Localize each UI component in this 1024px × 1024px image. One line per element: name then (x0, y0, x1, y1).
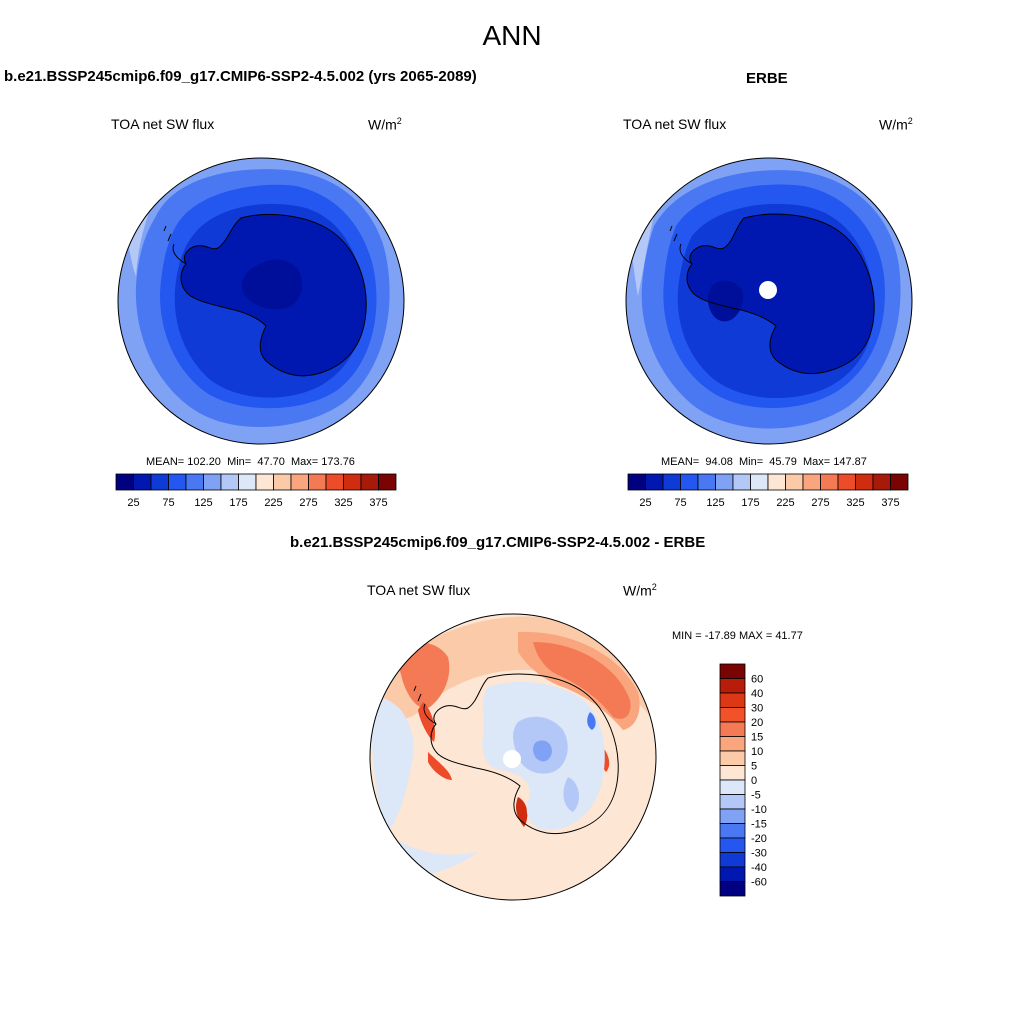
model-colorbar-swatch (220, 473, 239, 491)
panel-diff-title: b.e21.BSSP245cmip6.f09_g17.CMIP6-SSP2-4.… (290, 534, 706, 551)
diff-colorbar-tick-label: 10 (751, 746, 763, 758)
model-colorbar-tick-label: 275 (299, 497, 317, 509)
model-colorbar-swatch (255, 473, 274, 491)
obs-colorbar-swatch (785, 473, 804, 491)
diff-colorbar-tick-label: 30 (751, 703, 763, 715)
diff-colorbar-tick-label: 0 (751, 775, 757, 787)
model-colorbar-swatch (115, 473, 134, 491)
model-colorbar-swatch (273, 473, 292, 491)
obs-colorbar-swatch (872, 473, 891, 491)
model-colorbar-swatch (203, 473, 222, 491)
diff-colorbar-tick-label: 20 (751, 717, 763, 729)
model-colorbar-swatch (343, 473, 362, 491)
panel-diff-stats: MIN = -17.89 MAX = 41.77 (672, 630, 803, 642)
panel-model-map (117, 157, 405, 445)
diff-colorbar-tick-label: -10 (751, 804, 767, 816)
diff-colorbar-swatch (719, 721, 746, 737)
diff-colorbar-swatch (719, 750, 746, 766)
obs-colorbar-swatch (820, 473, 839, 491)
panel-obs-var-label: TOA net SW flux (623, 116, 727, 132)
diff-colorbar-swatch (719, 736, 746, 752)
obs-colorbar-swatch (732, 473, 751, 491)
obs-colorbar-tick-label: 325 (846, 497, 864, 509)
model-colorbar-swatch (378, 473, 397, 491)
model-colorbar-tick-label: 75 (162, 497, 174, 509)
model-colorbar-swatch (168, 473, 187, 491)
diff-colorbar-tick-label: -15 (751, 819, 767, 831)
obs-colorbar-swatch (697, 473, 716, 491)
panel-diff-map (369, 613, 657, 901)
diff-colorbar-swatch (719, 707, 746, 723)
panel-obs-map (625, 157, 913, 445)
diff-colorbar-swatch (719, 866, 746, 882)
diff-colorbar-tick-label: 40 (751, 688, 763, 700)
diff-colorbar-tick-label: 60 (751, 674, 763, 686)
model-colorbar-tick-label: 125 (194, 497, 212, 509)
diff-colorbar-swatch (719, 692, 746, 708)
diff-colorbar-tick-label: 15 (751, 732, 763, 744)
diff-colorbar-tick-label: -5 (751, 790, 761, 802)
diff-colorbar-tick-label: -30 (751, 848, 767, 860)
model-colorbar-swatch (150, 473, 169, 491)
obs-colorbar-swatch (837, 473, 856, 491)
model-colorbar-tick-label: 225 (264, 497, 282, 509)
model-colorbar-swatch (133, 473, 152, 491)
panel-diff-colorbar: 60 40 30 20 15 10 5 0 -5 -10 -15 -20 -30 -40 -60 (719, 663, 767, 897)
panel-obs-units: W/m2 (879, 116, 913, 133)
panel-diff-units: W/m2 (623, 582, 657, 599)
obs-colorbar-swatch (627, 473, 646, 491)
obs-colorbar-swatch (890, 473, 909, 491)
main-title: ANN (482, 20, 542, 51)
panel-diff-var-label: TOA net SW flux (367, 582, 471, 598)
obs-colorbar-swatch (680, 473, 699, 491)
model-colorbar-tick-label: 375 (369, 497, 387, 509)
diff-colorbar-swatch (719, 881, 746, 897)
obs-colorbar-swatch (645, 473, 664, 491)
panel-obs-colorbar: 25 75 125 175 225 275 325 375 (627, 473, 909, 509)
obs-colorbar-tick-label: 375 (881, 497, 899, 509)
diff-colorbar-swatch (719, 794, 746, 810)
model-colorbar-swatch (325, 473, 344, 491)
obs-colorbar-tick-label: 275 (811, 497, 829, 509)
diff-colorbar-tick-label: -40 (751, 862, 767, 874)
panel-model-units: W/m2 (368, 116, 402, 133)
panel-obs-title: ERBE (746, 70, 788, 87)
diff-colorbar-swatch (719, 678, 746, 694)
diff-colorbar-swatch (719, 765, 746, 781)
model-colorbar-tick-label: 325 (334, 497, 352, 509)
diff-colorbar-swatch (719, 663, 746, 679)
obs-colorbar-swatch (715, 473, 734, 491)
diff-colorbar-swatch (719, 779, 746, 795)
obs-colorbar-tick-label: 125 (706, 497, 724, 509)
panel-obs-stats: MEAN= 94.08 Min= 45.79 Max= 147.87 (661, 456, 867, 468)
model-colorbar-swatch (308, 473, 327, 491)
diff-colorbar-tick-label: -20 (751, 833, 767, 845)
diff-colorbar-tick-label: -60 (751, 877, 767, 889)
panel-model-stats: MEAN= 102.20 Min= 47.70 Max= 173.76 (146, 456, 355, 468)
model-colorbar-swatch (238, 473, 257, 491)
obs-colorbar-swatch (855, 473, 874, 491)
obs-colorbar-swatch (802, 473, 821, 491)
obs-colorbar-tick-label: 225 (776, 497, 794, 509)
diff-colorbar-tick-label: 5 (751, 761, 757, 773)
diff-colorbar-swatch (719, 808, 746, 824)
diff-colorbar-swatch (719, 823, 746, 839)
obs-colorbar-swatch (750, 473, 769, 491)
obs-colorbar-swatch (767, 473, 786, 491)
diff-colorbar-swatch (719, 852, 746, 868)
model-colorbar-tick-label: 175 (229, 497, 247, 509)
panel-model-title: b.e21.BSSP245cmip6.f09_g17.CMIP6-SSP2-4.… (4, 68, 477, 85)
model-colorbar-swatch (360, 473, 379, 491)
obs-colorbar-swatch (662, 473, 681, 491)
obs-colorbar-tick-label: 25 (639, 497, 651, 509)
panel-model-colorbar: 25 75 125 175 225 275 325 375 (115, 473, 397, 509)
panel-model-var-label: TOA net SW flux (111, 116, 215, 132)
model-colorbar-tick-label: 25 (127, 497, 139, 509)
model-colorbar-swatch (290, 473, 309, 491)
obs-colorbar-tick-label: 175 (741, 497, 759, 509)
obs-colorbar-tick-label: 75 (674, 497, 686, 509)
diff-colorbar-swatch (719, 837, 746, 853)
model-colorbar-swatch (185, 473, 204, 491)
